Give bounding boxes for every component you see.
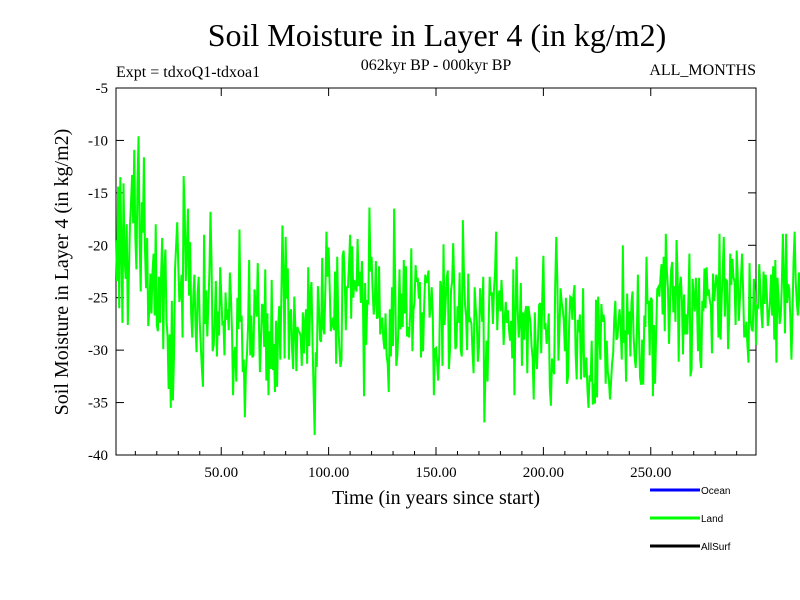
x-tick-label: 100.00	[308, 465, 349, 481]
x-tick-label: 150.00	[415, 465, 456, 481]
legend-item-ocean: Ocean	[650, 486, 730, 497]
plot-area: -5 -10 -15 -20 -25 -30 -35 -40 50.00 100.00 150.0…	[88, 81, 800, 481]
y-axis-label: Soil Moisture in Layer 4 (in kg/m2)	[51, 129, 73, 416]
legend-label-land: Land	[701, 514, 723, 525]
legend: Ocean Land AllSurf	[650, 486, 731, 553]
y-tick-label: -25	[88, 291, 108, 307]
legend-label-allsurf: AllSurf	[701, 542, 731, 553]
chart-subtitle: 062kyr BP - 000kyr BP	[361, 57, 512, 74]
y-tick-label: -35	[88, 396, 108, 412]
chart-title: Soil Moisture in Layer 4 (in kg/m2)	[208, 17, 667, 53]
legend-item-land: Land	[650, 514, 723, 525]
x-tick-label: 250.00	[630, 465, 671, 481]
y-tick-label: -15	[88, 186, 108, 202]
series-line-land	[115, 136, 800, 436]
x-tick-label: 50.00	[204, 465, 238, 481]
legend-item-allsurf: AllSurf	[650, 542, 731, 553]
series-layer	[115, 136, 800, 436]
experiment-label: Expt = tdxoQ1-tdxoa1	[116, 64, 260, 81]
x-tick-label: 200.00	[523, 465, 564, 481]
y-tick-label: -30	[88, 343, 108, 359]
x-axis-label: Time (in years since start)	[332, 487, 540, 509]
x-axis: 50.00 100.00 150.00 200.00 250.00	[134, 88, 738, 481]
y-tick-label: -40	[88, 448, 108, 464]
y-tick-label: -5	[96, 81, 109, 97]
y-tick-label: -10	[88, 133, 108, 149]
legend-label-ocean: Ocean	[701, 486, 730, 497]
y-tick-label: -20	[88, 238, 108, 254]
season-label: ALL_MONTHS	[649, 62, 756, 79]
